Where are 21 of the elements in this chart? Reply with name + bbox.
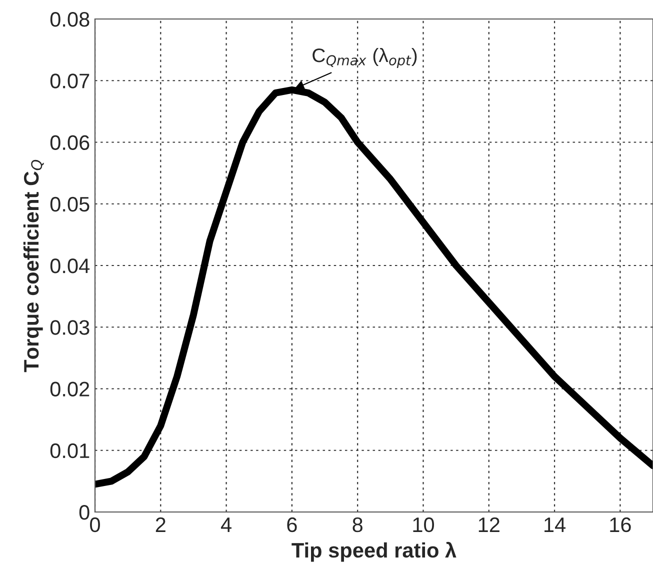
x-tick-label: 0 <box>90 517 100 532</box>
y-tick-label: 0.03 <box>50 320 90 335</box>
x-tick-label: 10 <box>413 517 434 532</box>
y-tick-label: 0.04 <box>50 258 90 274</box>
x-tick-label: 6 <box>287 517 297 532</box>
annotation: C$_{Qmax}$ (λ$_{opt}$) <box>312 48 417 68</box>
x-tick-label: 8 <box>352 517 362 532</box>
x-tick-label: 4 <box>220 518 232 532</box>
y-tick-label: 0.07 <box>50 74 90 88</box>
y-tick-label: 0 <box>79 505 90 520</box>
x-tick-label: 16 <box>610 517 631 532</box>
x-tick-label: 14 <box>544 518 566 532</box>
y-tick-label: 0.02 <box>50 382 90 397</box>
y-tick-label: 0.01 <box>50 443 90 458</box>
x-tick-label: 12 <box>478 517 500 532</box>
x-axis-title: Tip speed ratio λ <box>292 542 456 562</box>
y-tick-label: 0.06 <box>50 135 90 150</box>
y-axis-title: Torque coefficient C$_{Q}$ <box>23 160 44 372</box>
x-tick-label: 2 <box>156 517 166 532</box>
y-tick-label: 0.08 <box>50 12 90 27</box>
y-tick-label: 0.05 <box>50 196 90 212</box>
